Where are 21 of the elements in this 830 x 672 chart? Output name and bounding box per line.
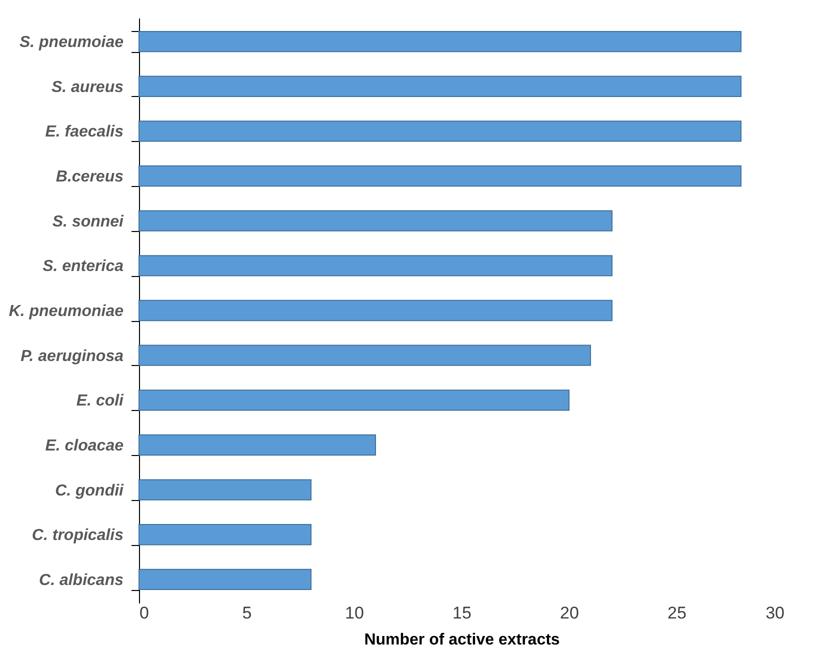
y-tick-label: C. tropicalis <box>32 527 124 544</box>
y-tick-label: E. cloacae <box>45 437 124 454</box>
y-tick-label: S. aureus <box>51 78 124 96</box>
y-tick-label: P. aeruginosa <box>20 348 124 365</box>
y-tick-label: C. albicans <box>39 572 124 589</box>
y-tick-label: E. faecalis <box>45 124 124 141</box>
x-tick-label: 20 <box>560 604 579 622</box>
y-tick-label: S. pneumoiae <box>19 34 124 52</box>
y-tick-label: B.cereus <box>56 168 124 186</box>
x-axis-title: Number of active extracts <box>364 632 560 648</box>
y-tick-label: K. pneumoniae <box>8 303 124 320</box>
x-tick-label: 5 <box>242 604 252 622</box>
y-tick-label: S. sonnei <box>52 213 124 230</box>
x-tick-label: 0 <box>140 604 149 622</box>
x-tick-label: 25 <box>668 604 686 622</box>
x-tick-label: 30 <box>766 604 784 622</box>
y-tick-label: S. enterica <box>42 258 124 276</box>
y-tick-label: C. gondii <box>55 482 124 500</box>
y-tick-label: E. coli <box>76 392 124 410</box>
x-tick-label: 10 <box>345 604 364 622</box>
x-tick-label: 15 <box>452 604 472 622</box>
